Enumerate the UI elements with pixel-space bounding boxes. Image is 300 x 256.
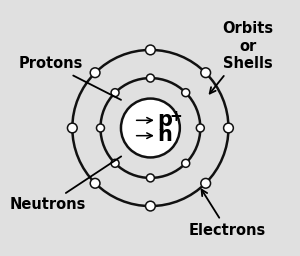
Circle shape <box>111 89 119 97</box>
Circle shape <box>97 124 104 132</box>
Text: p: p <box>158 110 172 130</box>
Text: Protons: Protons <box>18 57 121 100</box>
Circle shape <box>146 45 155 55</box>
Text: +: + <box>169 109 182 124</box>
Circle shape <box>146 74 154 82</box>
Circle shape <box>201 68 211 78</box>
Circle shape <box>182 89 190 97</box>
Text: n: n <box>158 125 172 145</box>
Circle shape <box>90 68 100 78</box>
Circle shape <box>201 178 211 188</box>
Text: Electrons: Electrons <box>189 190 266 238</box>
Circle shape <box>121 99 180 157</box>
Circle shape <box>146 201 155 211</box>
Circle shape <box>224 123 233 133</box>
Circle shape <box>68 123 77 133</box>
Text: Neutrons: Neutrons <box>10 156 121 212</box>
Text: Orbits
or
Shells: Orbits or Shells <box>210 21 273 93</box>
Circle shape <box>182 159 190 167</box>
Circle shape <box>111 159 119 167</box>
Circle shape <box>196 124 204 132</box>
Circle shape <box>146 174 154 182</box>
Circle shape <box>90 178 100 188</box>
